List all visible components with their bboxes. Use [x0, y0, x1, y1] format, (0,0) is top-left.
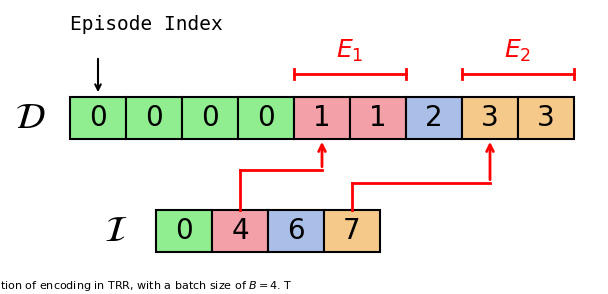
Text: 0: 0 [201, 104, 219, 132]
Text: 7: 7 [343, 217, 361, 245]
Text: tion of encoding in TRR, with a batch size of $B=4$. T: tion of encoding in TRR, with a batch si… [0, 279, 293, 293]
Bar [268, 210, 324, 252]
Text: 2: 2 [425, 104, 443, 132]
Text: 1: 1 [313, 104, 331, 132]
Text: 1: 1 [369, 104, 387, 132]
Bar [126, 97, 182, 139]
Bar [238, 97, 294, 139]
Bar [294, 97, 350, 139]
Bar [182, 97, 238, 139]
Bar [518, 97, 574, 139]
Text: $E_1$: $E_1$ [336, 38, 364, 64]
Text: 0: 0 [145, 104, 163, 132]
Text: 0: 0 [257, 104, 275, 132]
Text: $\mathcal{I}$: $\mathcal{I}$ [105, 214, 128, 248]
Bar [324, 210, 380, 252]
Text: 4: 4 [231, 217, 249, 245]
Bar [350, 97, 406, 139]
Text: $\mathcal{D}$: $\mathcal{D}$ [15, 101, 45, 135]
Bar [156, 210, 212, 252]
Bar [406, 97, 462, 139]
Text: 3: 3 [537, 104, 555, 132]
Bar [70, 97, 126, 139]
Text: Episode Index: Episode Index [70, 15, 223, 34]
Text: 0: 0 [175, 217, 193, 245]
Text: $E_2$: $E_2$ [505, 38, 531, 64]
Bar [462, 97, 518, 139]
Text: 6: 6 [287, 217, 305, 245]
Bar [212, 210, 268, 252]
Text: 0: 0 [89, 104, 107, 132]
Text: 3: 3 [481, 104, 499, 132]
